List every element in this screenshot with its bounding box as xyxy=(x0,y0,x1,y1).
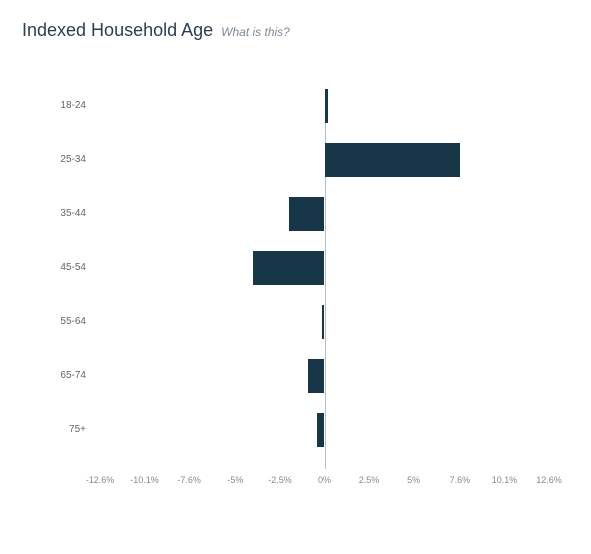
bar xyxy=(308,359,324,393)
category-label: 55-64 xyxy=(22,305,100,339)
chart-row: 18-24 xyxy=(100,89,549,123)
chart-title: Indexed Household Age xyxy=(22,20,213,41)
x-tick-label: 7.6% xyxy=(450,475,471,485)
x-tick-label: 10.1% xyxy=(492,475,518,485)
x-tick-label: -12.6% xyxy=(86,475,115,485)
x-tick-label: -10.1% xyxy=(130,475,159,485)
x-axis: -12.6%-10.1%-7.6%-5%-2.5%0%2.5%5%7.6%10.… xyxy=(100,475,549,493)
category-label: 18-24 xyxy=(22,89,100,123)
help-link[interactable]: What is this? xyxy=(221,25,290,39)
chart-row: 55-64 xyxy=(100,305,549,339)
x-tick-label: 12.6% xyxy=(536,475,562,485)
category-label: 45-54 xyxy=(22,251,100,285)
bar xyxy=(325,89,329,123)
x-tick-label: -7.6% xyxy=(177,475,201,485)
chart-header: Indexed Household Age What is this? xyxy=(22,20,569,41)
category-label: 75+ xyxy=(22,413,100,447)
x-tick-label: 0% xyxy=(318,475,331,485)
x-tick-label: 5% xyxy=(407,475,420,485)
chart-row: 25-34 xyxy=(100,143,549,177)
chart-row: 35-44 xyxy=(100,197,549,231)
x-tick-label: -2.5% xyxy=(268,475,292,485)
bar xyxy=(325,143,460,177)
bar xyxy=(322,305,324,339)
category-label: 65-74 xyxy=(22,359,100,393)
chart-row: 75+ xyxy=(100,413,549,447)
bar xyxy=(289,197,325,231)
chart-row: 45-54 xyxy=(100,251,549,285)
x-tick-label: -5% xyxy=(227,475,243,485)
bar xyxy=(253,251,324,285)
category-label: 35-44 xyxy=(22,197,100,231)
chart-row: 65-74 xyxy=(100,359,549,393)
household-age-chart: 18-2425-3435-4445-5455-6465-7475+ -12.6%… xyxy=(22,89,569,499)
bar xyxy=(317,413,324,447)
category-label: 25-34 xyxy=(22,143,100,177)
plot-area: 18-24 25-34 35-44 45-54 55-64 65-74 75+ xyxy=(100,89,549,469)
x-tick-label: 2.5% xyxy=(359,475,380,485)
